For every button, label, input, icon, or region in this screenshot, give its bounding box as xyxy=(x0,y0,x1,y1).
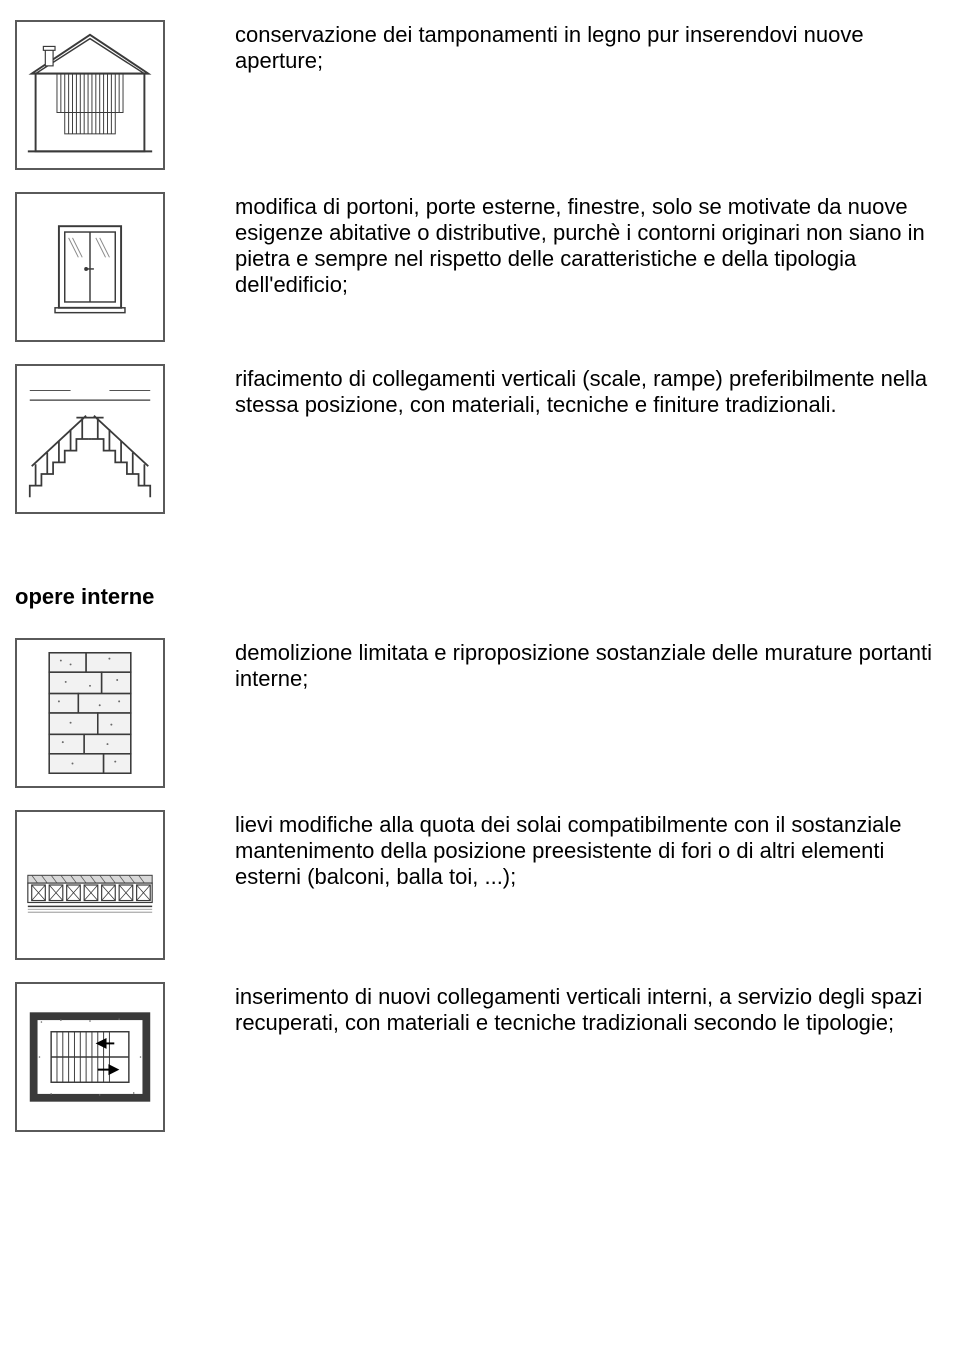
content-row: modifica di portoni, porte esterne, fine… xyxy=(15,192,945,342)
icon-cell xyxy=(15,810,175,960)
row-text: conservazione dei tamponamenti in legno … xyxy=(175,20,945,74)
section-heading: opere interne xyxy=(15,584,945,610)
stairs-section-icon xyxy=(15,364,165,514)
staircase-plan-icon xyxy=(15,982,165,1132)
row-text: inserimento di nuovi collegamenti vertic… xyxy=(175,982,945,1036)
row-text: lievi modifiche alla quota dei solai com… xyxy=(175,810,945,890)
window-icon xyxy=(15,192,165,342)
icon-cell xyxy=(15,982,175,1132)
content-row: demolizione limitata e riproposizione so… xyxy=(15,638,945,788)
row-text: modifica di portoni, porte esterne, fine… xyxy=(175,192,945,298)
icon-cell xyxy=(15,638,175,788)
content-row: rifacimento di collegamenti verticali (s… xyxy=(15,364,945,514)
floor-slab-section-icon xyxy=(15,810,165,960)
masonry-wall-icon xyxy=(15,638,165,788)
content-row: inserimento di nuovi collegamenti vertic… xyxy=(15,982,945,1132)
icon-cell xyxy=(15,192,175,342)
row-text: rifacimento di collegamenti verticali (s… xyxy=(175,364,945,418)
content-row: lievi modifiche alla quota dei solai com… xyxy=(15,810,945,960)
house-facade-wood-icon xyxy=(15,20,165,170)
row-text: demolizione limitata e riproposizione so… xyxy=(175,638,945,692)
icon-cell xyxy=(15,364,175,514)
icon-cell xyxy=(15,20,175,170)
content-row: conservazione dei tamponamenti in legno … xyxy=(15,20,945,170)
